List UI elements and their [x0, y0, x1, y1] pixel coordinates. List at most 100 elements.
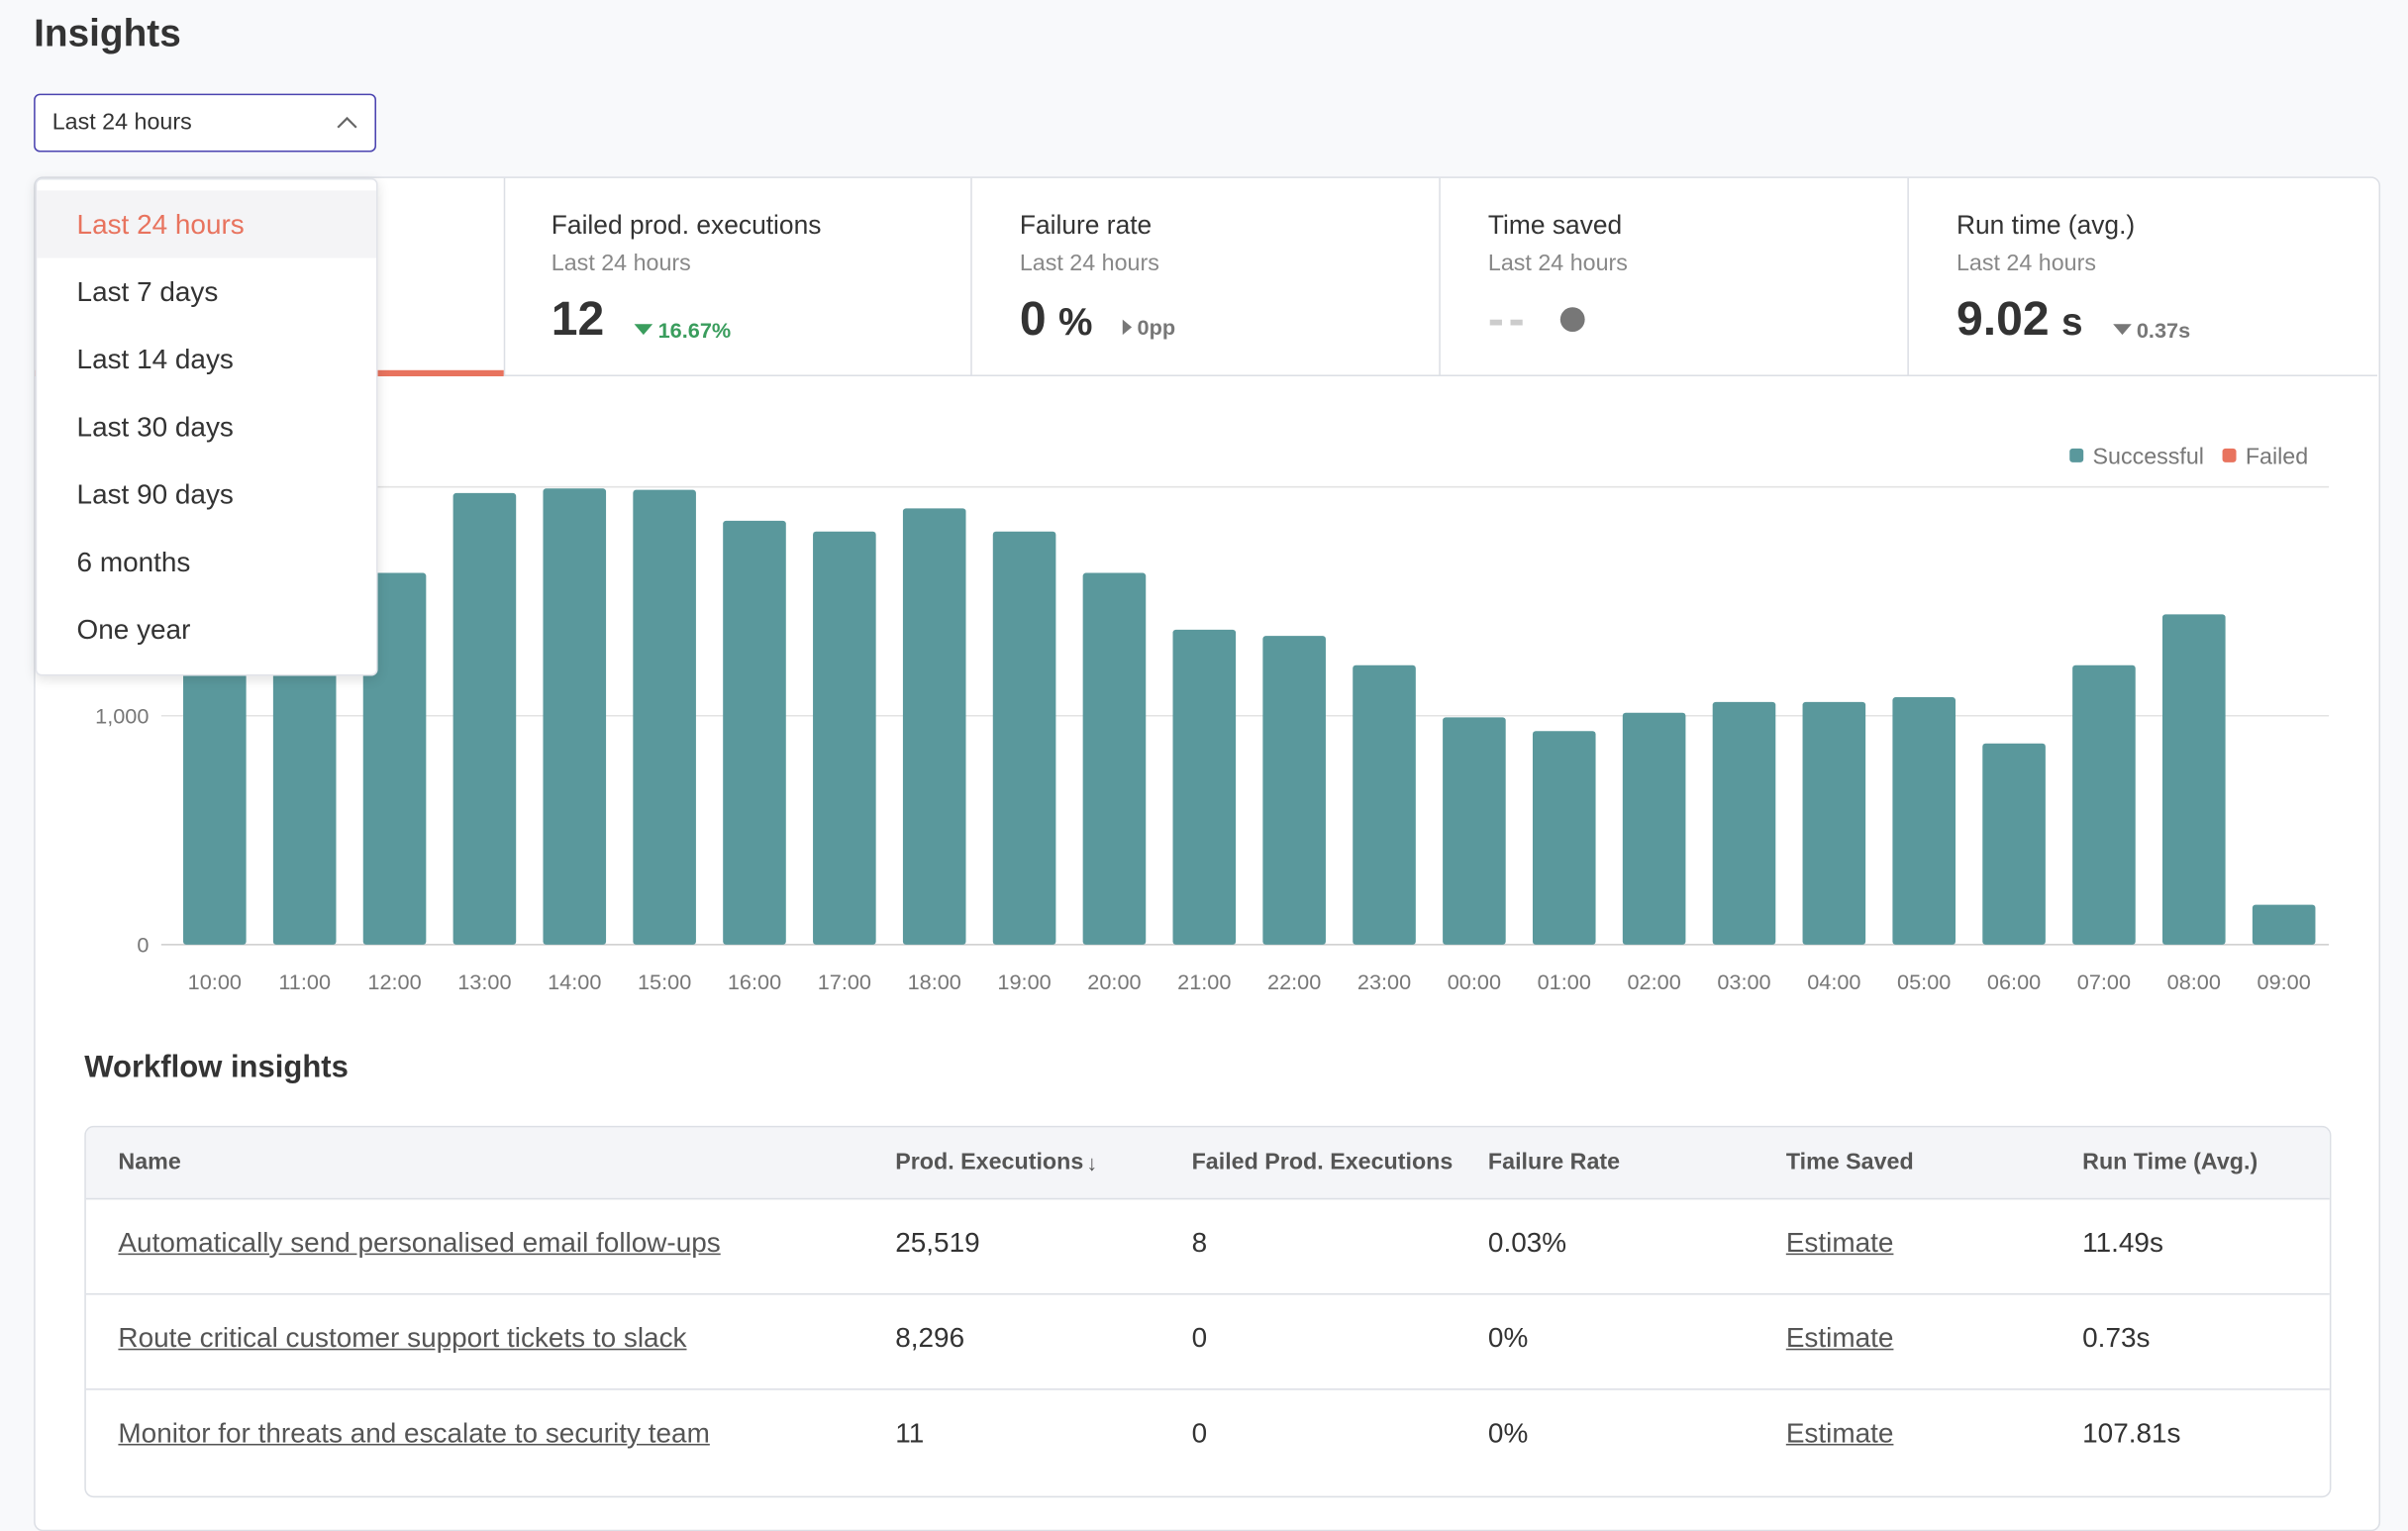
x-tick-label: 13:00 [457, 970, 511, 994]
x-tick-label: 08:00 [2167, 970, 2221, 994]
bar [2252, 904, 2316, 945]
x-tick-label: 12:00 [367, 970, 421, 994]
x-tick-label: 07:00 [2077, 970, 2131, 994]
period-option[interactable]: Last 14 days [76, 344, 234, 375]
delta-value: 0.37s [2136, 317, 2191, 343]
bar [902, 508, 966, 945]
legend-label: Failed [2246, 443, 2308, 468]
metric-row: -- [1487, 291, 1585, 348]
x-tick-label: 16:00 [728, 970, 781, 994]
delta-arrow [2113, 324, 2133, 336]
bar [1802, 701, 1866, 945]
y-tick-label: 1,000 [95, 704, 149, 729]
column-header-text: Run Time (Avg.) [2082, 1149, 2258, 1175]
period-option[interactable]: Last 7 days [76, 276, 219, 308]
info-icon [1559, 307, 1585, 333]
legend-swatch [2222, 448, 2237, 462]
x-tick-label: 02:00 [1627, 970, 1680, 994]
x-tick-label: 22:00 [1267, 970, 1321, 994]
metric-card[interactable]: Failure rate Last 24 hours 0% 0pp [971, 177, 1441, 376]
table-cell: 25,519 [895, 1227, 980, 1259]
delta-arrow [1123, 319, 1133, 336]
table-cell: 0.73s [2082, 1322, 2151, 1354]
bar [272, 589, 337, 945]
table-cell: 0 [1191, 1417, 1208, 1449]
period-option[interactable]: One year [76, 614, 191, 646]
x-tick-label: 18:00 [908, 970, 961, 994]
bar [813, 531, 876, 945]
metric-delta: 0.37s [2113, 317, 2191, 343]
table-cell: 11.49s [2082, 1227, 2163, 1259]
metric-value: 0 [1019, 291, 1047, 346]
bar [1262, 636, 1326, 945]
table-link[interactable]: Monitor for threats and escalate to secu… [118, 1417, 710, 1449]
table-cell: 0% [1487, 1322, 1529, 1354]
table-cell: 11 [895, 1417, 925, 1449]
delta-value: 16.67% [657, 317, 732, 343]
bar [543, 488, 607, 945]
metric-value: -- [1487, 291, 1530, 346]
bar [723, 520, 786, 945]
delta-value: 0pp [1137, 314, 1176, 340]
table-link[interactable]: Estimate [1785, 1227, 1894, 1259]
period-option[interactable]: Last 24 hours [37, 190, 376, 258]
column-header[interactable]: Prod. Executions ↓ [895, 1149, 1097, 1174]
bar [1532, 731, 1596, 945]
metric-card[interactable]: Run time (avg.) Last 24 hours 9.02 s 0.37s [1908, 178, 2377, 376]
column-header: Name [118, 1149, 180, 1174]
metric-unit: s [2060, 300, 2083, 345]
table-link[interactable]: Route critical customer support tickets … [118, 1322, 687, 1354]
sort-icon: ↓ [1086, 1149, 1098, 1174]
metric-row: 12 16.67% [552, 292, 731, 348]
insights-page: Insights Last 24 hours Failed prod. exec… [34, 12, 2381, 1531]
chevron-up [337, 116, 357, 129]
table-link[interactable]: Estimate [1785, 1417, 1894, 1449]
metric-label: Failed prod. executions [551, 210, 822, 240]
x-tick-label: 06:00 [1987, 970, 2041, 994]
table-link[interactable]: Automatically send personalised email fo… [118, 1227, 721, 1259]
table-cell: 0.03% [1487, 1227, 1567, 1259]
row-divider [85, 1388, 2330, 1390]
workflow-table: Name Prod. Executions ↓ Failed Prod. Execut… [84, 1125, 2332, 1498]
column-header-text: Prod. Executions [895, 1149, 1084, 1175]
metric-period: Last 24 hours [1487, 250, 1628, 277]
column-header: Failed Prod. Executions [1192, 1149, 1454, 1174]
x-tick-label: 23:00 [1357, 970, 1411, 994]
x-tick-label: 17:00 [818, 970, 871, 994]
column-header: Failure Rate [1488, 1149, 1620, 1174]
table-link[interactable]: Estimate [1785, 1322, 1894, 1354]
column-header-text: Name [118, 1149, 181, 1175]
table-cell: 0 [1191, 1322, 1208, 1354]
bar [1443, 717, 1506, 945]
bar [1982, 743, 2046, 945]
bar [2162, 614, 2226, 945]
period-option[interactable]: 6 months [76, 547, 191, 578]
table-cell: 8,296 [895, 1322, 965, 1354]
period-option[interactable]: Last 90 days [76, 478, 234, 510]
metric-row: 0% 0pp [1020, 292, 1175, 348]
row-divider [85, 1292, 2330, 1295]
metric-card[interactable]: Failed prod. executions Last 24 hours 12 16… [503, 177, 972, 376]
x-tick-label: 09:00 [2258, 970, 2311, 994]
metric-delta: 16.67% [635, 317, 731, 342]
metric-unit: % [1058, 300, 1093, 345]
legend-swatch [2069, 448, 2084, 462]
period-select[interactable]: Last 24 hours [34, 93, 376, 153]
x-tick-label: 03:00 [1717, 970, 1770, 994]
x-tick-label: 14:00 [548, 970, 601, 994]
metric-delta: 0pp [1123, 314, 1176, 340]
metric-period: Last 24 hours [551, 250, 691, 277]
delta-arrow [635, 324, 653, 336]
bar [1712, 701, 1776, 945]
x-tick-label: 20:00 [1087, 970, 1141, 994]
metric-card[interactable]: Time saved Last 24 hours -- [1440, 177, 1909, 376]
legend-label: Successful [2093, 443, 2204, 468]
period-option[interactable]: Last 30 days [76, 411, 234, 443]
bar [1622, 712, 1686, 945]
section-title: Workflow insights [84, 1050, 349, 1085]
column-header: Run Time (Avg.) [2082, 1149, 2258, 1174]
x-tick-label: 11:00 [278, 970, 331, 994]
bar [2072, 664, 2136, 945]
chart: 01,0002,00010:0011:0012:0013:0014:0015:0… [95, 443, 2330, 994]
select-value: Last 24 hours [51, 109, 192, 136]
